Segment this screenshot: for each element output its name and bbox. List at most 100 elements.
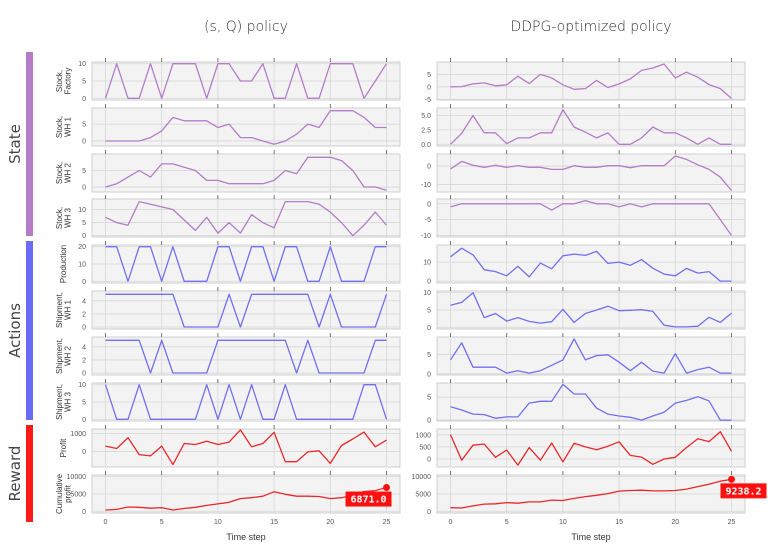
x-tick-label: 25 bbox=[383, 519, 391, 526]
y-tick-label: 20 bbox=[78, 244, 86, 251]
y-tick-label: 5 bbox=[82, 220, 86, 227]
plot-area bbox=[91, 428, 401, 468]
subplot: 05 bbox=[427, 379, 746, 425]
y-axis-label: Shipment, bbox=[55, 292, 64, 328]
y-tick-label: 1000 bbox=[70, 431, 86, 438]
y-axis-label: WH 2 bbox=[63, 345, 72, 366]
y-tick-label: -10 bbox=[421, 182, 431, 189]
y-tick-label: 5 bbox=[82, 400, 86, 407]
y-tick-label: 0 bbox=[82, 325, 86, 332]
section-label-state: State bbox=[6, 124, 24, 164]
series-line bbox=[104, 63, 388, 99]
y-axis-label: WH 1 bbox=[63, 299, 72, 320]
series-line bbox=[450, 247, 732, 282]
plot-area bbox=[436, 244, 746, 284]
series-line bbox=[105, 293, 388, 328]
y-axis-label: profit bbox=[63, 484, 72, 503]
series-line bbox=[105, 339, 387, 374]
y-tick-label: 0 bbox=[82, 96, 86, 103]
y-tick-label: 0 bbox=[82, 185, 86, 192]
y-tick-label: 10 bbox=[78, 382, 86, 389]
plot-area bbox=[436, 107, 746, 147]
y-tick-label: 10 bbox=[78, 207, 86, 214]
x-tick-label: 20 bbox=[671, 519, 679, 526]
y-tick-label: 0 bbox=[82, 371, 86, 378]
y-tick-label: 0 bbox=[427, 509, 431, 516]
y-axis-label: Factory bbox=[63, 68, 72, 95]
y-tick-label: -5 bbox=[425, 217, 431, 224]
final-value-label: 6871.0 bbox=[350, 495, 386, 506]
x-tick-label: 15 bbox=[615, 519, 623, 526]
y-tick-label: 500 bbox=[419, 444, 431, 451]
y-axis-label: Production bbox=[59, 245, 68, 283]
series-line bbox=[450, 109, 732, 145]
y-tick-label: 0 bbox=[427, 325, 431, 332]
x-tick-label: 15 bbox=[270, 519, 278, 526]
y-tick-label: 5.0 bbox=[421, 113, 431, 120]
y-axis-label: Stock, bbox=[55, 70, 64, 92]
series-line bbox=[450, 63, 732, 99]
chart-title: (s, Q) policy bbox=[204, 19, 288, 35]
series-line bbox=[450, 383, 732, 421]
subplot: 0 5 10 bbox=[423, 287, 746, 332]
subplot: -10 0 bbox=[421, 150, 746, 193]
y-tick-label: 5 bbox=[427, 72, 431, 79]
final-value-label: 9238.2 bbox=[725, 486, 761, 497]
y-axis-label: Stock, bbox=[55, 116, 64, 138]
plot-area bbox=[91, 336, 401, 376]
y-tick-label: 5 bbox=[427, 352, 431, 359]
x-tick-label: 20 bbox=[326, 519, 334, 526]
y-tick-label: 4 bbox=[82, 344, 86, 351]
y-tick-label: 10 bbox=[423, 290, 431, 297]
y-tick-label: 0 bbox=[427, 457, 431, 464]
y-tick-label: 0 bbox=[82, 417, 86, 424]
y-tick-label: 0 bbox=[427, 279, 431, 286]
y-axis-label: Profit bbox=[59, 438, 68, 457]
subplot: 0 5000 10000 9238.2 bbox=[412, 471, 767, 516]
y-tick-label: 5 bbox=[82, 122, 86, 129]
subplot: 0 2 4 Shipment, WH 1 bbox=[55, 287, 401, 332]
x-tick-label: 10 bbox=[214, 519, 222, 526]
y-axis-label: Stock, bbox=[55, 162, 64, 184]
plot-area bbox=[436, 61, 746, 101]
y-tick-label: 10 bbox=[423, 260, 431, 267]
subplot: 0 5 Stock, WH 1 bbox=[55, 104, 401, 147]
y-tick-label: 5 bbox=[82, 79, 86, 86]
series-line bbox=[105, 156, 387, 191]
section-bar-state bbox=[26, 52, 33, 236]
series-line bbox=[449, 431, 733, 466]
x-tick-label: 10 bbox=[559, 519, 567, 526]
y-tick-label: 5000 bbox=[415, 492, 431, 499]
y-tick-label: 0 bbox=[82, 233, 86, 240]
subplot: 05 bbox=[427, 333, 746, 378]
y-axis-label: Cumulative bbox=[55, 473, 64, 514]
final-value-marker bbox=[383, 484, 391, 492]
y-tick-label: 10 bbox=[78, 262, 86, 269]
x-tick-label: 5 bbox=[505, 519, 509, 526]
final-value-marker bbox=[728, 475, 736, 483]
y-tick-label: 0 bbox=[82, 509, 86, 516]
y-axis-label: WH 2 bbox=[63, 162, 72, 183]
series-line bbox=[105, 429, 387, 466]
subplot: 0 10 bbox=[423, 241, 746, 286]
y-tick-label: 0 bbox=[82, 449, 86, 456]
series-line bbox=[105, 110, 387, 145]
y-tick-label: 0 bbox=[427, 418, 431, 425]
y-axis-label: WH 3 bbox=[63, 391, 72, 412]
series-line bbox=[104, 384, 388, 420]
series-line bbox=[105, 486, 387, 511]
y-tick-label: 10 bbox=[78, 61, 86, 68]
plot-area bbox=[436, 336, 746, 376]
series-line bbox=[450, 292, 732, 328]
y-tick-label: -10 bbox=[421, 233, 431, 240]
subplot: 0 5 Stock, WH 2 bbox=[55, 150, 401, 193]
plot-area bbox=[91, 107, 401, 147]
plot-area bbox=[436, 198, 746, 238]
y-tick-label: 0 bbox=[82, 279, 86, 286]
subplot: 0 500 1000 bbox=[415, 425, 746, 468]
y-tick-label: 5 bbox=[82, 168, 86, 175]
subplot: 0 5 10 Stock, WH 3 bbox=[55, 195, 401, 240]
